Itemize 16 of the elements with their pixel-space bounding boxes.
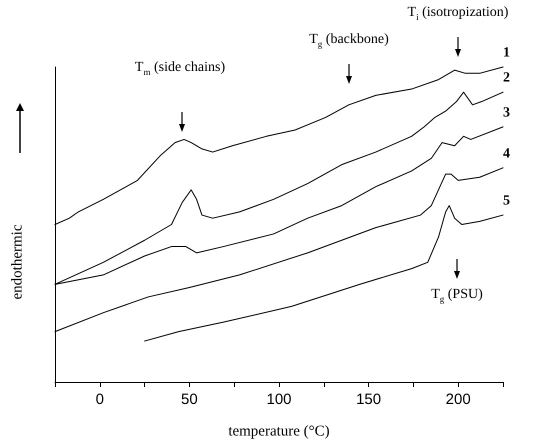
text: T$_{g}$ (backbone) bbox=[309, 32, 389, 49]
series-label: 4 bbox=[503, 146, 510, 162]
series-label: 3 bbox=[503, 105, 510, 120]
annotation: T$_{g}$ (PSU) bbox=[431, 287, 483, 304]
annotation: T$_{m}$ (side chains) bbox=[134, 60, 226, 77]
x-tick-label: 100 bbox=[266, 391, 292, 408]
x-tick-label: 200 bbox=[446, 391, 471, 408]
x-tick-label: 150 bbox=[356, 391, 382, 408]
series-label: 5 bbox=[503, 194, 510, 209]
text: T$_{i}$ (isotropization) bbox=[408, 5, 508, 22]
series-label: 2 bbox=[503, 70, 510, 86]
x-tick-label: 0 bbox=[96, 391, 104, 408]
y-axis-title: endothermic bbox=[10, 224, 26, 300]
series-label: 1 bbox=[503, 46, 510, 60]
x-tick-label: 50 bbox=[181, 391, 198, 408]
x-axis-title: temperature (°C) bbox=[228, 424, 330, 440]
